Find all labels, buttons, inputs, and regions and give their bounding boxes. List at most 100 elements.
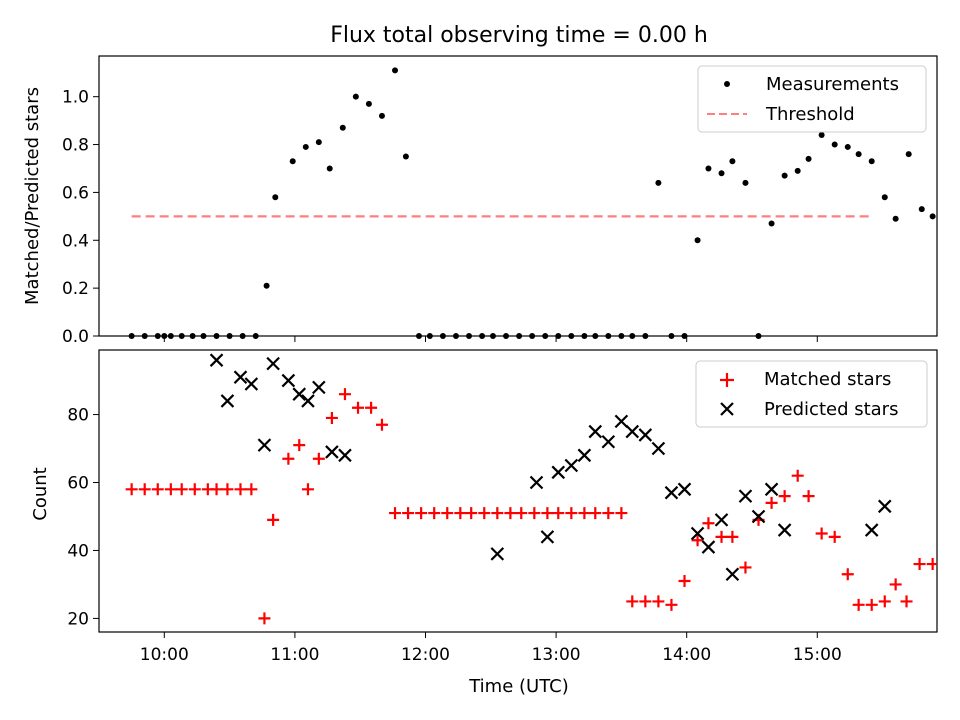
matched-star-point <box>665 598 678 611</box>
matched-star-point <box>639 595 652 608</box>
matched-star-point <box>726 530 739 543</box>
matched-star-point <box>267 513 280 526</box>
predicted-star-point <box>325 445 339 459</box>
matched-star-point <box>913 558 926 571</box>
matched-star-point <box>428 507 441 520</box>
matched-star-point <box>778 490 791 503</box>
matched-star-point <box>415 507 428 520</box>
matched-star-point <box>900 595 913 608</box>
measurement-point <box>705 165 712 172</box>
measurement-point <box>189 333 196 339</box>
predicted-star-point <box>864 523 879 537</box>
predicted-star-point <box>601 434 616 449</box>
measurement-point <box>844 143 851 150</box>
legend-threshold-label: Threshold <box>765 104 855 125</box>
matched-star-point <box>652 595 665 608</box>
measurement-point <box>439 333 446 339</box>
matched-star-point <box>626 595 639 608</box>
measurement-point <box>629 333 636 339</box>
predicted-star-point <box>551 465 566 480</box>
y-tick-label: 0.6 <box>62 183 89 203</box>
predicted-star-point <box>701 540 716 554</box>
measurement-point <box>943 185 949 191</box>
measurement-point <box>818 131 825 138</box>
measurement-point <box>326 165 333 172</box>
predicted-star-point <box>244 377 259 391</box>
y-tick-label: 0.2 <box>62 279 89 299</box>
measurement-point <box>794 167 801 174</box>
measurement-point <box>881 194 888 201</box>
legend-measurements-marker <box>724 81 730 87</box>
matched-star-point <box>578 507 591 520</box>
predicted-star-point <box>777 523 792 537</box>
matched-star-point <box>878 595 891 608</box>
matched-star-point <box>565 507 578 520</box>
y-tick-label: 0.8 <box>62 136 89 156</box>
predicted-star-point <box>738 489 753 503</box>
measurement-point <box>655 179 662 186</box>
measurement-point <box>489 333 496 339</box>
matched-star-point <box>815 527 828 540</box>
legend-matched-marker <box>720 373 734 387</box>
predicted-star-point <box>540 530 555 544</box>
bottom-y-ticks: 20 40 60 80 <box>67 406 99 629</box>
matched-star-point <box>125 483 138 496</box>
matched-star-point <box>528 507 541 520</box>
matched-star-point <box>589 507 602 520</box>
matched-star-point <box>454 507 467 520</box>
matched-star-point <box>938 558 950 570</box>
measurement-point <box>918 206 925 213</box>
matched-star-point <box>602 507 615 520</box>
measurement-point <box>200 333 207 339</box>
bottom-y-axis-label: Count <box>30 467 51 520</box>
legend-predicted-label: Predicted stars <box>764 399 898 420</box>
measurement-point <box>365 100 372 107</box>
matched-star-point <box>615 507 628 520</box>
predicted-star-point <box>714 513 729 527</box>
top-series <box>128 67 960 339</box>
predicted-star-point <box>301 394 315 408</box>
matched-star-point <box>702 517 715 530</box>
matched-star-point <box>325 411 338 424</box>
measurement-point <box>415 333 422 339</box>
predicted-star-point <box>220 394 235 408</box>
matched-star-point <box>210 483 223 496</box>
measurement-point <box>868 158 875 165</box>
matched-star-point <box>338 388 351 401</box>
matched-star-point <box>552 507 565 520</box>
matched-star-point <box>389 507 402 520</box>
measurement-point <box>642 333 649 339</box>
measurement-point <box>592 333 599 339</box>
measurement-point <box>226 333 233 339</box>
measurement-point <box>272 194 279 201</box>
matched-star-point <box>889 578 902 591</box>
measurement-point <box>263 282 270 289</box>
measurement-point <box>742 179 749 186</box>
y-tick-label: 1.0 <box>62 88 89 108</box>
y-tick-label: 80 <box>67 406 89 426</box>
x-tick-label: 12:00 <box>401 645 450 665</box>
measurement-point <box>426 333 433 339</box>
measurement-point <box>831 141 838 148</box>
predicted-star-point <box>490 547 505 561</box>
matched-star-point <box>865 598 878 611</box>
measurement-point <box>568 333 575 339</box>
x-tick-label: 10:00 <box>140 645 189 665</box>
measurement-point <box>339 124 346 131</box>
matched-star-point <box>245 483 258 496</box>
measurement-point <box>352 93 359 100</box>
top-y-axis-label: Matched/Predicted stars <box>22 87 43 305</box>
matched-star-point <box>465 507 478 520</box>
measurement-point <box>768 220 775 227</box>
measurement-point <box>252 333 259 339</box>
measurement-point <box>729 158 736 165</box>
matched-star-point <box>164 483 177 496</box>
measurement-point <box>956 333 960 339</box>
measurement-point <box>479 333 486 339</box>
measurement-point <box>516 333 523 339</box>
measurement-point <box>378 112 385 119</box>
matched-star-point <box>301 483 314 496</box>
matched-star-point <box>151 483 164 496</box>
measurement-point <box>141 333 148 339</box>
